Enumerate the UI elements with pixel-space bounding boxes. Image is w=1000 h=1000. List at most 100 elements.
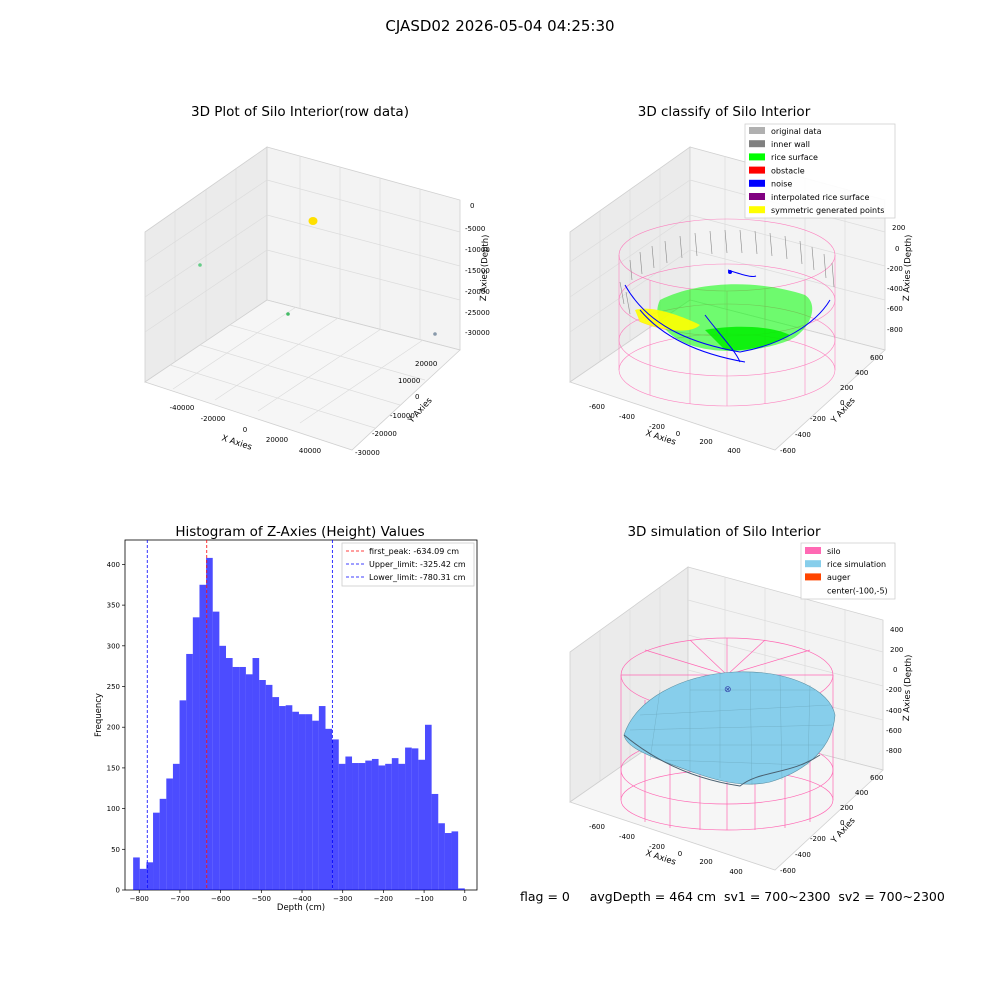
p4-xlabel: X Axies (644, 848, 677, 867)
p4-xtick: 200 (699, 858, 712, 866)
histogram-bar (285, 705, 293, 890)
svg-text:⊗: ⊗ (724, 685, 732, 695)
legend-entry: Upper_limit: -325.42 cm (369, 560, 466, 569)
x-tick-label: 0 (463, 895, 467, 903)
histogram-bar (226, 658, 233, 890)
p4-legend: silo rice simulation auger center(-100,-5) (800, 542, 896, 600)
p2-legend: original data inner wall rice surface obsta… (744, 123, 896, 219)
histogram-bar (172, 763, 180, 890)
p4-zlabel: Z Axies (Depth) (902, 654, 914, 721)
p1-ytick: 20000 (415, 360, 437, 368)
panel1-title: 3D Plot of Silo Interior(row data) (191, 104, 409, 120)
p4-ytick: -400 (795, 851, 811, 859)
p1-xtick: 40000 (299, 447, 321, 455)
histogram-bar (332, 739, 339, 890)
histogram-bar (206, 557, 213, 890)
histogram-bar (305, 714, 313, 890)
p3-xlabel: Depth (cm) (277, 903, 325, 913)
histogram-bar (431, 793, 439, 890)
p4-ztick: -600 (886, 727, 902, 735)
p4-ytick: 400 (855, 789, 868, 797)
histogram-bar (424, 724, 432, 890)
histogram-bar (166, 778, 173, 890)
histogram-bar (298, 714, 306, 890)
histogram-bar (318, 706, 326, 890)
p4-xtick: -400 (619, 833, 635, 841)
p3-legend: first_peak: -634.09 cm Upper_limit: -325.… (341, 542, 475, 587)
histogram-bar (444, 833, 452, 890)
figure-title: CJASD02 2026-05-04 04:25:30 (385, 17, 615, 35)
legend-entry: silo (827, 547, 841, 556)
histogram-bar (179, 700, 187, 890)
x-tick-label: −700 (170, 895, 189, 903)
legend-entry: symmetric generated points (771, 206, 884, 215)
panel1-raw-3d: -40000 -20000 0 20000 40000 -30000 -2000… (144, 146, 491, 457)
y-tick-label: 400 (107, 561, 120, 569)
p4-ytick: -200 (810, 835, 826, 843)
p2-xlabel: X Axies (644, 428, 677, 447)
histogram-bar (139, 868, 147, 890)
x-tick-label: −200 (374, 895, 393, 903)
x-tick-label: −800 (130, 895, 149, 903)
legend-entry: interpolated rice surface (771, 193, 869, 202)
p1-ytick: -20000 (372, 430, 397, 438)
p1-ztick: -20000 (465, 288, 490, 296)
p2-ztick: -600 (887, 305, 903, 313)
p2-ztick: 0 (895, 245, 899, 253)
p1-ytick: -30000 (355, 449, 380, 457)
p1-ztick: -5000 (465, 225, 485, 233)
p1-ztick: 0 (470, 202, 474, 210)
p2-zlabel: Z Axies (Depth) (902, 234, 914, 301)
legend-swatch (805, 560, 821, 568)
p1-ztick: -10000 (465, 246, 490, 254)
p4-xtick: 400 (729, 868, 742, 876)
x-tick-label: −500 (252, 895, 271, 903)
p1-xtick: 0 (243, 426, 247, 434)
p1-ylabel: Y Axies (406, 395, 435, 426)
x-tick-label: −400 (292, 895, 311, 903)
histogram-bar (458, 888, 465, 890)
p1-xtick: -20000 (201, 415, 226, 423)
p1-ztick: -15000 (465, 267, 490, 275)
legend-swatch (749, 179, 765, 187)
histogram-bar (451, 831, 459, 890)
histogram-bar (186, 653, 193, 890)
legend-swatch (805, 547, 821, 554)
p2-ytick: -600 (780, 447, 796, 455)
panel4-title: 3D simulation of Silo Interior (627, 524, 821, 540)
histogram-bar (312, 720, 319, 890)
p2-xtick: -400 (619, 413, 635, 421)
y-tick-label: 0 (116, 887, 120, 895)
histogram-bar (232, 666, 240, 890)
p1-ztick: -30000 (465, 329, 490, 337)
legend-entry: rice surface (771, 153, 818, 162)
panel4-simulation-3d: ⊗ -600 -400 -200 0 200 400 -600 -400 -20… (569, 542, 914, 876)
p3-ylabel: Frequency (94, 693, 104, 737)
legend-entry: noise (771, 180, 792, 189)
histogram-bar (438, 823, 445, 890)
legend-entry: first_peak: -634.09 cm (369, 547, 459, 556)
legend-entry: obstacle (771, 166, 805, 175)
p1-xtick: 20000 (266, 436, 288, 444)
histogram-bar (245, 674, 253, 890)
legend-swatch (749, 193, 765, 200)
x-tick-label: −600 (211, 895, 230, 903)
p4-ztick: 200 (890, 646, 903, 654)
p2-ytick: 400 (855, 369, 868, 377)
p4-ytick: -600 (780, 867, 796, 875)
status-footer: flag = 0 avgDepth = 464 cm sv1 = 700~230… (520, 889, 945, 904)
legend-entry: rice simulation (827, 560, 886, 569)
p2-xtick: 0 (676, 430, 680, 438)
raw-point (198, 263, 202, 267)
p4-xtick: -200 (649, 843, 665, 851)
histogram-bar (272, 697, 280, 890)
histogram-bar (146, 862, 154, 890)
legend-swatch (749, 153, 765, 161)
p4-ytick: 0 (840, 819, 844, 827)
histogram-bar (265, 684, 273, 890)
histogram-bar (279, 706, 286, 890)
p2-ytick: 0 (840, 399, 844, 407)
histogram-bar (252, 658, 260, 890)
x-tick-label: −300 (333, 895, 352, 903)
y-tick-label: 300 (107, 642, 120, 650)
